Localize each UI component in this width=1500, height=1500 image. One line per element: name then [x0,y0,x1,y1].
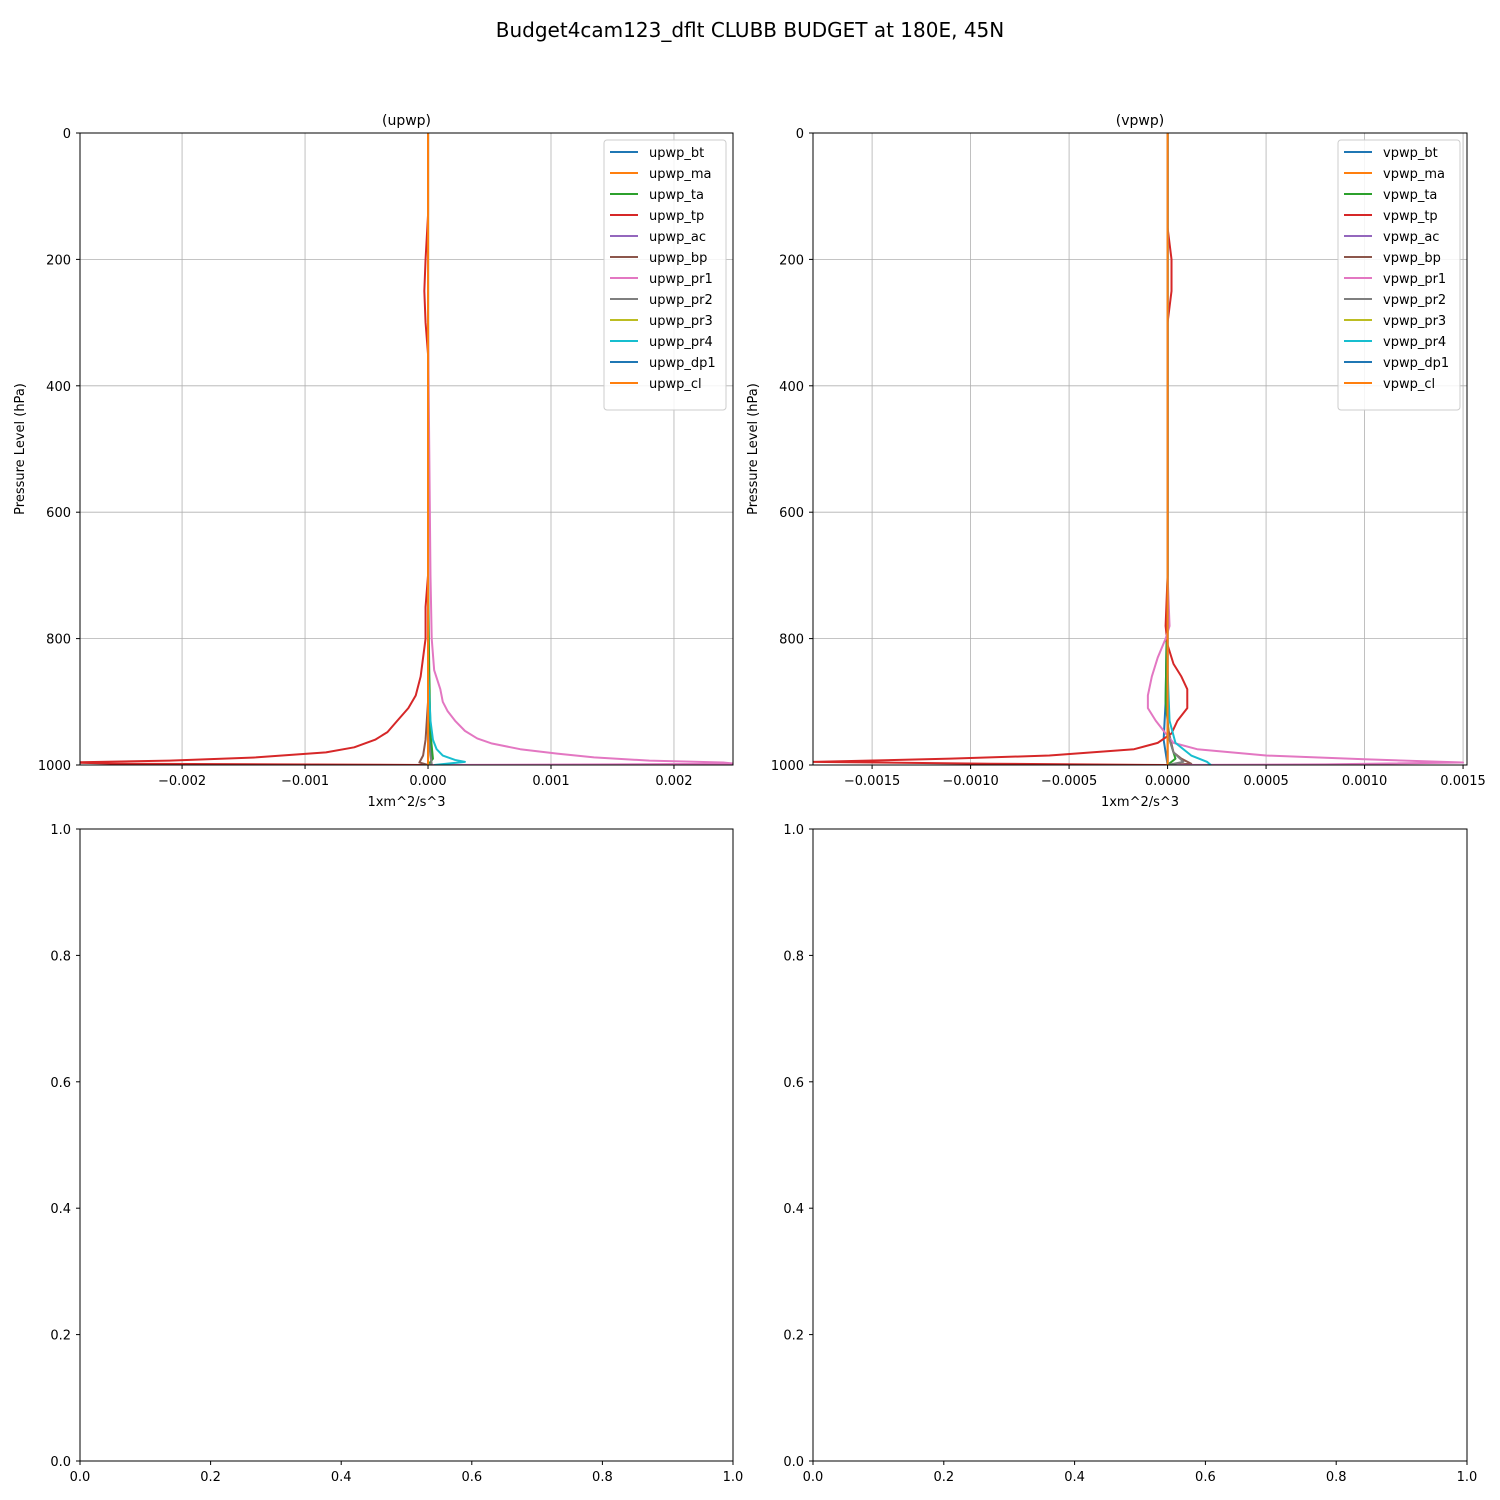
axes-3-background [80,829,733,1461]
figure-title: Budget4cam123_dflt CLUBB BUDGET at 180E,… [496,18,1004,42]
axes-3-frame [79,828,734,1462]
axes-1-ytick-label-2: 400 [46,380,71,395]
axes-1-legend-label-upwp_pr1: upwp_pr1 [649,272,713,287]
axes-1-legend [603,139,727,411]
axes-2-title: (vpwp) [1116,113,1164,129]
axes-2-legend-label-vpwp_pr3: vpwp_pr3 [1383,314,1446,329]
axes-2-xtick-label-5: 0.0010 [1342,774,1388,789]
axes-1-ytick-label-1: 200 [46,253,71,268]
axes-2-ytick-label-1: 200 [779,253,804,268]
axes-2-legend-label-vpwp_ma: vpwp_ma [1383,167,1445,182]
axes-1-ytick-label-5: 1000 [38,759,71,774]
axes-2-xtick-label-3: 0.0000 [1145,774,1191,789]
axes-1-ylabel: Pressure Level (hPa) [13,383,28,515]
axes-1-legend-label-upwp_tp: upwp_tp [649,209,704,224]
axes-1-legend-label-upwp_pr3: upwp_pr3 [649,314,713,329]
axes-2-legend-label-vpwp_dp1: vpwp_dp1 [1383,356,1449,371]
axes-3-xtick-label-5: 1.0 [723,1470,744,1485]
axes-1-xtick-label-4: 0.002 [655,774,692,789]
axes-4-xtick-label-3: 0.6 [1195,1470,1216,1485]
axes-4-ytick-label-1: 0.2 [783,1329,804,1344]
axes-1-xtick-label-2: 0.000 [409,774,446,789]
axes-1-title: (upwp) [382,113,431,129]
axes-4-frame [812,828,1468,1462]
axes-4-xtick-label-5: 1.0 [1457,1470,1478,1485]
axes-4-background [813,829,1467,1461]
axes-1-legend-label-upwp_pr2: upwp_pr2 [649,293,713,308]
axes-4-xtick-label-2: 0.4 [1064,1470,1085,1485]
axes-2-ytick-label-3: 600 [779,506,804,521]
axes-1-xtick-label-0: −0.002 [158,774,206,789]
axes-4-xtick-label-0: 0.0 [803,1470,824,1485]
axes-2-legend-label-vpwp_pr1: vpwp_pr1 [1383,272,1446,287]
axes-1-legend-label-upwp_bt: upwp_bt [649,146,704,161]
axes-2-series-vpwp_tp [813,133,1189,765]
axes-2-legend-label-vpwp_pr4: vpwp_pr4 [1383,335,1446,350]
axes-3-ytick-label-0: 0.0 [50,1455,71,1470]
axes-2-ytick-label-4: 800 [779,633,804,648]
axes-1-frame [79,132,734,766]
axes-1-legend-label-upwp_ac: upwp_ac [649,230,706,245]
axes-1-legend-label-upwp_pr4: upwp_pr4 [649,335,713,350]
axes-4-ytick-label-2: 0.4 [783,1202,804,1217]
axes-2-xtick-label-4: 0.0005 [1243,774,1289,789]
axes-2-legend-label-vpwp_pr2: vpwp_pr2 [1383,293,1446,308]
axes-2-ytick-label-2: 400 [779,380,804,395]
axes-3-xtick-label-4: 0.8 [592,1470,613,1485]
axes-1-legend-label-upwp_dp1: upwp_dp1 [649,356,716,371]
axes-1-legend-label-upwp_bp: upwp_bp [649,251,707,266]
axes-2-legend-label-vpwp_ta: vpwp_ta [1383,188,1437,203]
axes-2-ylabel: Pressure Level (hPa) [746,383,761,515]
axes-3-ytick-label-2: 0.4 [50,1202,71,1217]
axes-3-ytick-label-3: 0.6 [50,1076,71,1091]
axes-2-ytick-label-5: 1000 [771,759,804,774]
axes-1-xlabel: 1xm^2/s^3 [367,795,445,810]
axes-4-ytick-label-0: 0.0 [783,1455,804,1470]
axes-4-xtick-label-4: 0.8 [1326,1470,1347,1485]
axes-1-legend-label-upwp_cl: upwp_cl [649,377,702,392]
axes-2-xlabel: 1xm^2/s^3 [1101,795,1179,810]
axes-1-ytick-label-0: 0 [63,127,71,142]
axes-2-legend-label-vpwp_ac: vpwp_ac [1383,230,1439,245]
axes-4-ytick-label-5: 1.0 [783,823,804,838]
axes-1-legend-label-upwp_ma: upwp_ma [649,167,712,182]
axes-3-xtick-label-0: 0.0 [70,1470,91,1485]
axes-2-xtick-label-0: −0.0015 [844,774,900,789]
axes-3-ytick-label-5: 1.0 [50,823,71,838]
axes-3-xtick-label-2: 0.4 [331,1470,352,1485]
axes-2-legend [1337,139,1461,411]
axes-1-ytick-label-3: 600 [46,506,71,521]
axes-1-series-upwp_pr1 [427,133,733,765]
axes-2-legend-label-vpwp_bt: vpwp_bt [1383,146,1438,161]
axes-3-ytick-label-1: 0.2 [50,1329,71,1344]
axes-2-ytick-label-0: 0 [796,127,804,142]
axes-2-legend-label-vpwp_tp: vpwp_tp [1383,209,1438,224]
axes-3-xtick-label-3: 0.6 [461,1470,482,1485]
axes-1-xtick-label-3: 0.001 [532,774,569,789]
axes-4-xtick-label-1: 0.2 [933,1470,954,1485]
axes-2-xtick-label-6: 0.0015 [1440,774,1486,789]
axes-3-ytick-label-4: 0.8 [50,949,71,964]
axes-1-legend-label-upwp_ta: upwp_ta [649,188,704,203]
axes-2-xtick-label-2: −0.0005 [1041,774,1097,789]
axes-2-xtick-label-1: −0.0010 [942,774,998,789]
axes-1-xtick-label-1: −0.001 [281,774,329,789]
axes-1-series-upwp_tp [80,133,430,765]
axes-4-ytick-label-3: 0.6 [783,1076,804,1091]
axes-2-legend-label-vpwp_cl: vpwp_cl [1383,377,1435,392]
axes-3-xtick-label-1: 0.2 [200,1470,221,1485]
axes-2-frame [812,132,1468,766]
axes-4-ytick-label-4: 0.8 [783,949,804,964]
axes-2-legend-label-vpwp_bp: vpwp_bp [1383,251,1441,266]
axes-1-ytick-label-4: 800 [46,633,71,648]
